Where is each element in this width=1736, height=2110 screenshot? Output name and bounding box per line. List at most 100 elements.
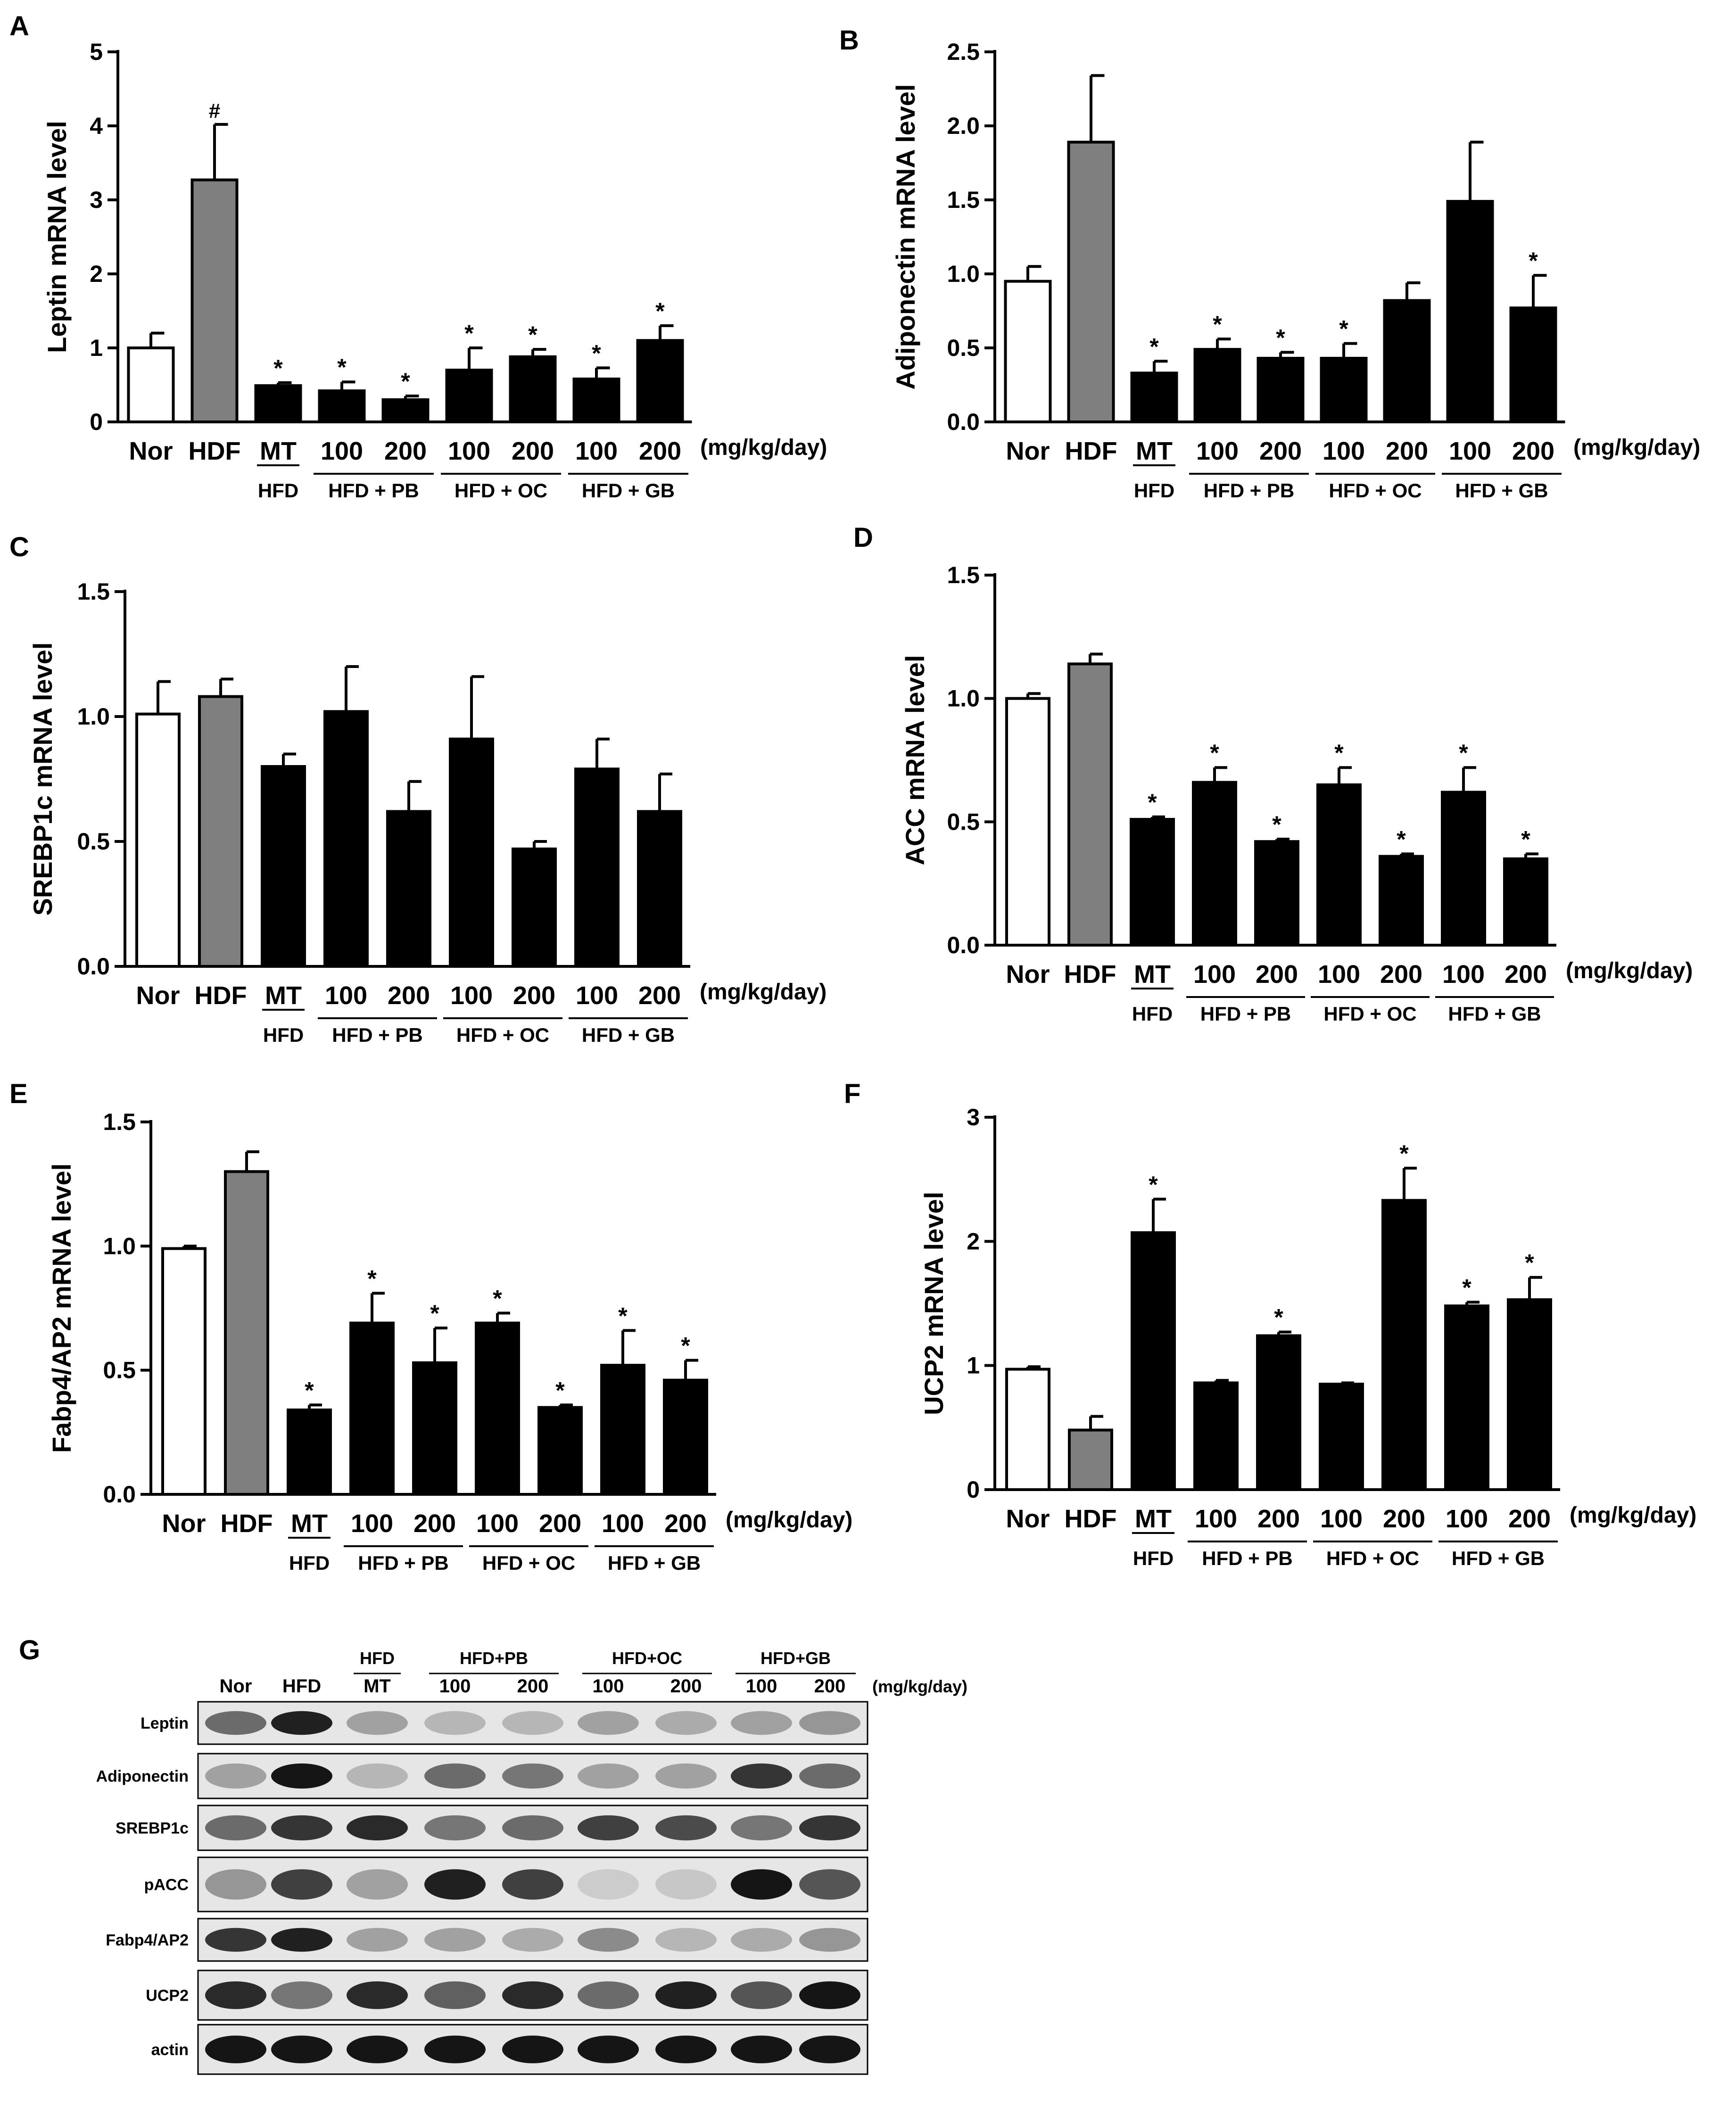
unit-label: (mg/kg/day) — [700, 980, 827, 1005]
bar — [1441, 791, 1486, 947]
significance-mark: * — [430, 1300, 439, 1327]
lane-label: HFD — [282, 1676, 321, 1697]
x-tick-label: 200 — [1257, 1505, 1300, 1533]
blot-band — [271, 1815, 332, 1841]
significance-mark: * — [1521, 826, 1530, 852]
significance-mark: * — [1399, 1140, 1409, 1167]
blot-band — [731, 1815, 792, 1841]
x-tick-label: HDF — [189, 437, 241, 465]
x-tick-label: 100 — [450, 981, 493, 1010]
significance-mark: * — [1397, 826, 1406, 852]
x-tick-label: 100 — [1442, 960, 1485, 989]
bar — [127, 346, 175, 423]
group-label: HFD + GB — [582, 479, 675, 502]
bar — [663, 1378, 708, 1496]
blot-band — [655, 1711, 717, 1735]
x-tick-label: MT — [1136, 437, 1173, 465]
blot-band — [205, 1928, 266, 1952]
bar — [1379, 855, 1424, 947]
blot-band — [424, 1763, 486, 1789]
blot-band — [655, 1815, 717, 1841]
x-tick-label: 100 — [1323, 437, 1365, 465]
lane-label: 200 — [670, 1676, 702, 1697]
significance-mark: * — [1529, 247, 1538, 274]
unit-label: (mg/kg/day) — [1566, 958, 1693, 983]
x-tick-label: 200 — [664, 1509, 707, 1538]
group-label: HFD + GB — [608, 1552, 701, 1574]
group-label: HFD — [258, 479, 298, 502]
blot-band — [271, 2036, 332, 2063]
bar — [1130, 371, 1178, 424]
x-tick-label: 200 — [1259, 437, 1302, 465]
panel-label: D — [853, 522, 873, 553]
bar — [537, 1406, 583, 1496]
bar — [574, 767, 620, 968]
y-tick-label: 0.0 — [77, 953, 110, 980]
blot-band — [424, 2036, 486, 2063]
protein-label: actin — [151, 2041, 189, 2059]
x-tick-label: 100 — [1318, 960, 1360, 989]
y-tick-label: 0.5 — [947, 335, 980, 361]
lane-label: MT — [364, 1676, 391, 1697]
x-tick-label: 100 — [1193, 960, 1236, 989]
x-tick-label: Nor — [129, 437, 173, 465]
x-tick-label: 200 — [638, 981, 681, 1010]
y-axis-label: Fabp4/AP2 mRNA level — [47, 1163, 76, 1453]
lane-label: 200 — [517, 1676, 549, 1697]
blot-band — [578, 1869, 639, 1900]
bar — [1193, 348, 1241, 424]
blot-band — [655, 1763, 717, 1789]
panel-label: F — [844, 1079, 860, 1109]
y-tick-label: 1.0 — [947, 261, 980, 287]
blot-band — [424, 1928, 486, 1952]
blot-band — [799, 1763, 860, 1789]
x-tick-label: 100 — [448, 437, 490, 465]
significance-mark: * — [1334, 740, 1344, 766]
x-tick-label: 200 — [513, 981, 555, 1010]
group-label: HFD + PB — [358, 1552, 449, 1574]
group-label: HFD+GB — [761, 1648, 831, 1668]
blot-band — [347, 1869, 408, 1900]
protein-label: Leptin — [141, 1714, 189, 1732]
x-tick-label: 200 — [512, 437, 554, 465]
blot-band — [502, 1815, 563, 1841]
blot-band — [347, 1763, 408, 1789]
blot-band — [799, 1928, 860, 1952]
y-axis-label: SREBP1c mRNA level — [28, 643, 58, 916]
y-tick-label: 1.5 — [103, 1109, 136, 1135]
group-label: HFD + GB — [1455, 479, 1548, 502]
y-axis-label: ACC mRNA level — [900, 655, 930, 865]
significance-mark: * — [1462, 1274, 1471, 1301]
blot-band — [799, 1711, 860, 1735]
x-tick-label: Nor — [1006, 1505, 1050, 1533]
x-tick-label: 100 — [321, 437, 363, 465]
blot-band — [271, 1711, 332, 1735]
significance-mark: * — [1213, 311, 1222, 338]
protein-label: pACC — [144, 1876, 189, 1894]
bar — [323, 710, 369, 968]
protein-label: Fabp4/AP2 — [106, 1931, 189, 1949]
y-tick-label: 2.0 — [947, 113, 980, 139]
chart-panel-b: B 0.0 0.5 1.0 1.5 2.0 2.5 Adiponectin mRNA leve… — [839, 25, 1700, 502]
protein-label: UCP2 — [146, 1987, 189, 2005]
lane-label: 100 — [439, 1676, 471, 1697]
y-tick-label: 0.5 — [103, 1357, 136, 1384]
bar — [572, 377, 620, 423]
x-tick-label: 100 — [576, 981, 618, 1010]
blot-band — [271, 1928, 332, 1952]
blot-band — [731, 1711, 792, 1735]
x-tick-label: 100 — [1449, 437, 1491, 465]
blot-band — [799, 1869, 860, 1900]
x-tick-label: Nor — [162, 1509, 206, 1538]
x-tick-label: 200 — [1508, 1505, 1551, 1533]
chart-panel-a: A 0 1 2 3 4 5 Leptin mRNA level Nor # HDF * MT * 100 * 2… — [9, 11, 827, 502]
group-label: HFD + OC — [1329, 479, 1422, 502]
bar — [161, 1247, 207, 1496]
y-tick-label: 4 — [90, 113, 103, 139]
x-tick-label: HDF — [1064, 960, 1116, 989]
blot-band — [578, 2036, 639, 2063]
bar — [475, 1321, 520, 1496]
bar — [1503, 857, 1548, 947]
protein-label: Adiponectin — [96, 1768, 189, 1786]
